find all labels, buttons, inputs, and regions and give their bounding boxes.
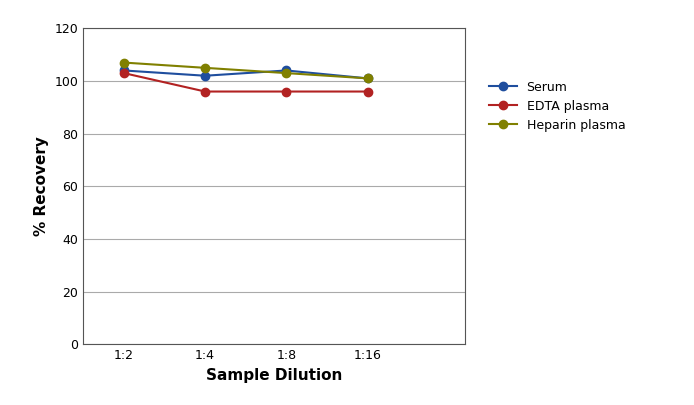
EDTA plasma [364,89,372,94]
X-axis label: Sample Dilution: Sample Dilution [206,368,342,383]
Line: Heparin plasma: Heparin plasma [120,58,372,83]
Serum [364,76,372,81]
Line: Serum: Serum [120,66,372,83]
Legend: Serum, EDTA plasma, Heparin plasma: Serum, EDTA plasma, Heparin plasma [484,76,630,137]
Heparin plasma [120,60,128,65]
Serum [201,73,210,78]
Heparin plasma [282,70,291,75]
Heparin plasma [364,76,372,81]
Serum [282,68,291,73]
EDTA plasma [120,70,128,75]
Line: EDTA plasma: EDTA plasma [120,69,372,96]
EDTA plasma [282,89,291,94]
Serum [120,68,128,73]
Heparin plasma [201,65,210,70]
EDTA plasma [201,89,210,94]
Y-axis label: % Recovery: % Recovery [34,136,49,236]
